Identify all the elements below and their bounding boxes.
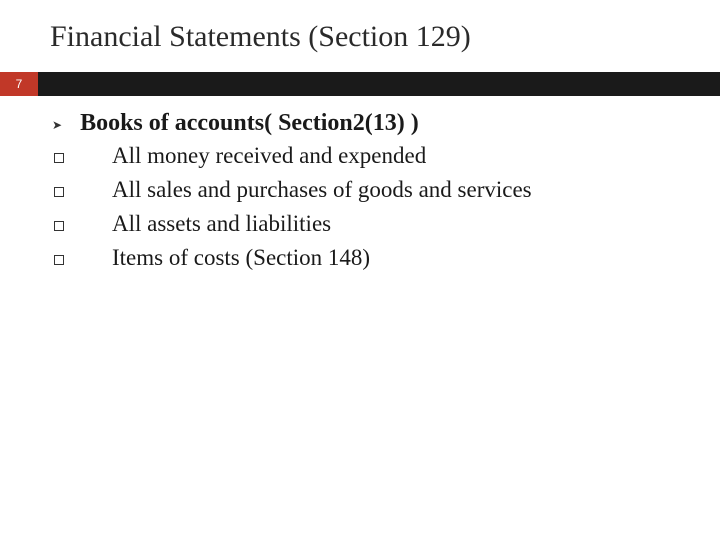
sub-bullet-row: Items of costs (Section 148) [52, 245, 680, 271]
sub-bullet-row: All assets and liabilities [52, 211, 680, 237]
sub-bullet-text: All assets and liabilities [112, 211, 331, 237]
main-bullet-row: ➤ Books of accounts( Section2(13) ) [52, 110, 680, 137]
sub-bullet-row: All money received and expended [52, 143, 680, 169]
arrow-icon: ➤ [52, 118, 62, 133]
header-bar: 7 [0, 72, 720, 96]
header-bar-dark [38, 72, 720, 96]
sub-bullet-row: All sales and purchases of goods and ser… [52, 177, 680, 203]
square-icon [54, 187, 64, 197]
sub-bullet-text: All money received and expended [112, 143, 426, 169]
title-area: Financial Statements (Section 129) [0, 0, 720, 54]
sub-bullet-text: All sales and purchases of goods and ser… [112, 177, 532, 203]
main-bullet-text: Books of accounts( Section2(13) ) [80, 110, 419, 137]
sub-bullet-text: Items of costs (Section 148) [112, 245, 370, 271]
square-icon [54, 255, 64, 265]
page-number-box: 7 [0, 72, 38, 96]
slide-title: Financial Statements (Section 129) [50, 20, 720, 54]
content-area: ➤ Books of accounts( Section2(13) ) All … [0, 96, 720, 271]
square-icon [54, 221, 64, 231]
square-icon [54, 153, 64, 163]
page-number: 7 [16, 77, 23, 91]
